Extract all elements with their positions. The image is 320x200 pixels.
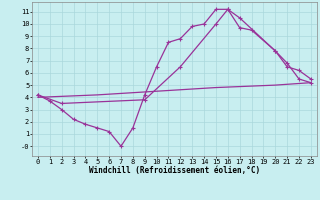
X-axis label: Windchill (Refroidissement éolien,°C): Windchill (Refroidissement éolien,°C) bbox=[89, 166, 260, 175]
